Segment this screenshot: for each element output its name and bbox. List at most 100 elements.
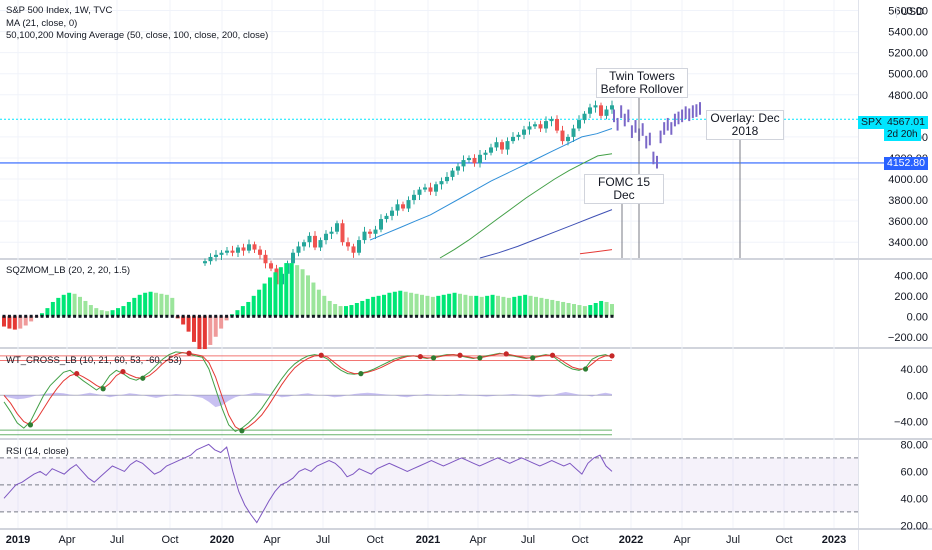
sqz-dot (610, 314, 614, 318)
sqz-bar (322, 295, 327, 317)
candle-body (434, 184, 438, 192)
sqz-dot (545, 314, 549, 318)
rsi-tick-label: 40.00 (900, 493, 928, 505)
sqz-dot (377, 314, 381, 318)
candle-body (450, 170, 455, 177)
candle-body (555, 118, 559, 131)
wt-cross-dot (530, 355, 536, 361)
sqz-bar (463, 294, 468, 317)
sqz-dot (127, 314, 131, 318)
sqz-dot (273, 314, 277, 318)
last-price-tag[interactable]: 4567.01 (884, 116, 928, 129)
wt-cross-dot (140, 375, 146, 381)
fomc-annotation[interactable]: FOMC 15 Dec (584, 174, 664, 204)
sqz-dot (225, 314, 229, 318)
sqz-bar (306, 275, 310, 317)
sqz-bar (278, 267, 283, 317)
sqz-bar (327, 300, 332, 317)
sqz-bar (181, 316, 186, 325)
wt-cross-indicator-label: WT_CROSS_LB (10, 21, 60, 53, -60, -53) (6, 355, 182, 366)
candle-body (401, 204, 405, 209)
wt-cross-dot (457, 352, 463, 358)
candle-body (269, 263, 273, 269)
sqz-bar (344, 306, 348, 317)
sqz-bar (154, 292, 158, 317)
sqz-dot (83, 314, 87, 318)
candle-body (544, 121, 548, 129)
sqz-bar (534, 296, 538, 317)
sqz-bar (420, 294, 424, 317)
sqz-bar (387, 292, 392, 317)
sqz-dot (404, 314, 408, 318)
sqz-bar (360, 300, 365, 317)
candle-body (571, 128, 576, 137)
sqz-dot (501, 314, 505, 318)
sqz-bar (582, 306, 587, 317)
sqz-dot (208, 314, 212, 318)
overlay-annotation[interactable]: Overlay: Dec 2018 (706, 110, 784, 140)
currency-label[interactable]: USD (895, 6, 924, 18)
sqz-dot (29, 314, 33, 318)
candle-body (340, 223, 345, 243)
sqz-bar (555, 300, 560, 317)
candle-body (214, 254, 218, 257)
price-tick-label: 3800.00 (888, 195, 928, 207)
candle-body (258, 249, 262, 255)
sqz-dot (268, 314, 272, 318)
sqz-bar (566, 303, 571, 317)
sqz-dot (523, 314, 527, 318)
sqz-dot (436, 314, 440, 318)
sqz-bar (316, 289, 321, 317)
sqz-dot (420, 314, 424, 318)
candle-body (445, 176, 449, 182)
sqz-bar (61, 294, 66, 317)
sqz-dot (306, 314, 310, 318)
candle-body (582, 113, 587, 121)
ma3-indicator-label: 50,100,200 Moving Average (50, close, 10… (6, 30, 269, 41)
sqz-dot (431, 314, 435, 318)
sqz-bar (425, 295, 430, 317)
sqz-dot (56, 314, 60, 318)
sqz-bar (599, 300, 604, 317)
wt-cross-dot (318, 352, 324, 358)
sqz-dot (13, 314, 17, 318)
sqz-bar (289, 263, 294, 317)
level-price-tag[interactable]: 4152.80 (884, 157, 928, 170)
sqz-bar (577, 305, 582, 317)
sqz-dot (512, 314, 516, 318)
sqz-bar (197, 316, 202, 350)
symbol-price-tag[interactable]: SPX (858, 116, 886, 129)
sqz-dot (360, 314, 364, 318)
price-tick-label: 4800.00 (888, 90, 928, 102)
candle-body (483, 152, 488, 155)
wt-cross-dot (503, 351, 509, 357)
sqz-dot (355, 314, 359, 318)
candle-body (351, 246, 356, 253)
sqz-dot (170, 314, 174, 318)
candle-body (516, 134, 521, 137)
sqz-dot (567, 314, 571, 318)
candle-body (379, 219, 383, 230)
candle-body (357, 240, 361, 253)
candle-body (225, 250, 229, 253)
wt-cross-dot (609, 353, 615, 359)
sqz-bar (78, 296, 82, 317)
sqz-bar (333, 304, 338, 317)
sqz-dot (371, 314, 375, 318)
sqz-bar (311, 282, 316, 317)
sqz-dot (62, 314, 66, 318)
candle-body (230, 250, 235, 253)
sqz-bar (126, 301, 131, 317)
sqz-bar (550, 299, 555, 317)
wt-tick-label: −40.00 (894, 417, 928, 429)
sqz-bar (246, 301, 251, 317)
wt-cross-dot (417, 353, 423, 360)
sqz-dot (469, 314, 473, 318)
candle-body (236, 247, 240, 253)
candle-body (302, 242, 306, 247)
candle-body (456, 166, 460, 171)
candle-body (329, 231, 334, 234)
twin-towers-annotation[interactable]: Twin Towers Before Rollover (596, 68, 688, 98)
sqz-dot (67, 314, 71, 318)
candle-body (395, 204, 400, 211)
